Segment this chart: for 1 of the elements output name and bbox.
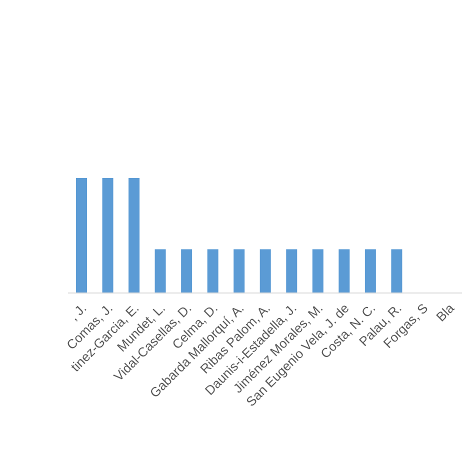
x-tick-label: Bla: [433, 300, 458, 324]
